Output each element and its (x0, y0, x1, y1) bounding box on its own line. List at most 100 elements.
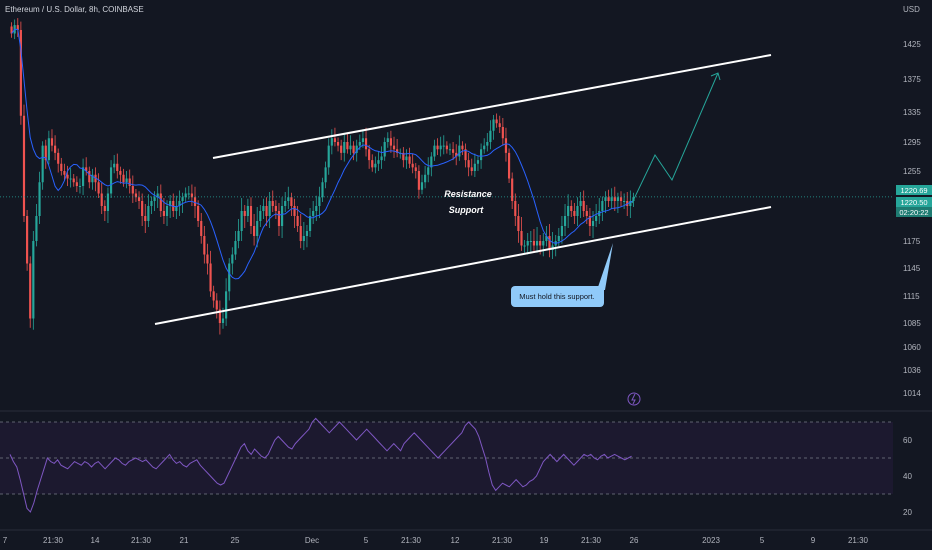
candle-body (181, 197, 184, 201)
candle-body (601, 201, 604, 211)
candle-body (302, 236, 305, 241)
candle-body (106, 193, 110, 211)
price-tag-top (896, 185, 932, 195)
candle-body (479, 149, 483, 161)
candle-body (420, 182, 424, 190)
candle-body (349, 145, 352, 150)
candle-body (532, 241, 536, 246)
candle-body (495, 119, 498, 124)
candle-body (137, 197, 141, 201)
time-tick-label: 26 (630, 536, 639, 545)
price-tag-current (896, 197, 932, 207)
candle-body (439, 145, 442, 150)
candle-body (374, 163, 377, 168)
candle-body (576, 206, 579, 216)
candle-body (492, 119, 495, 131)
candle-body (85, 167, 88, 171)
candle-body (402, 152, 405, 161)
candle-body (10, 26, 13, 34)
symbol-title: Ethereum / U.S. Dollar, 8h, COINBASE (5, 5, 144, 14)
support-trendline[interactable] (154, 206, 772, 325)
time-tick-label: 5 (760, 536, 765, 545)
time-tick-label: 21:30 (848, 536, 869, 545)
lightning-icon[interactable] (627, 392, 641, 406)
candle-body (585, 211, 588, 216)
candle-body (72, 178, 75, 183)
time-tick-label: 21 (180, 536, 189, 545)
candle-body (190, 193, 193, 198)
time-tick-label: 2023 (702, 536, 720, 545)
candle-body (134, 193, 138, 198)
candle-body (26, 216, 29, 264)
candle-body (371, 160, 374, 168)
candle-body (215, 300, 218, 310)
candle-body (411, 163, 414, 168)
candle-body (128, 178, 131, 186)
candle-body (44, 145, 47, 161)
candle-body (203, 236, 206, 255)
candle-body (436, 145, 439, 150)
candle-body (340, 145, 343, 153)
candle-body (377, 160, 380, 164)
candle-body (66, 174, 69, 179)
candle-body (389, 138, 392, 146)
candle-body (613, 197, 616, 201)
support-callout[interactable]: Must hold this support. (511, 243, 613, 307)
projection-path[interactable] (631, 72, 719, 204)
candle-body (75, 182, 78, 186)
price-tick-label: 1036 (903, 366, 921, 375)
candle-body (162, 211, 166, 216)
candle-body (259, 211, 262, 221)
candle-body (604, 197, 607, 201)
candle-body (327, 145, 330, 168)
candle-body (427, 167, 430, 175)
candle-body (91, 174, 94, 183)
candle-body (150, 201, 153, 206)
rsi-axis[interactable]: 60 40 20 (903, 436, 912, 517)
candle-body (113, 163, 116, 168)
candle-body (573, 211, 576, 216)
candle-body (169, 201, 172, 206)
candle-body (256, 221, 259, 236)
candle-body (595, 216, 598, 221)
moving-average-line (11, 28, 634, 280)
candle-body (529, 241, 532, 242)
candle-body (548, 236, 551, 250)
price-axis[interactable]: 1425137513351295125512151175114511151085… (903, 40, 921, 398)
candle-body (308, 216, 312, 231)
candle-body (511, 178, 514, 201)
candle-body (579, 201, 582, 206)
candle-body (364, 138, 368, 150)
candle-body (489, 130, 492, 142)
price-tick-label: 1425 (903, 40, 921, 49)
candle-body (467, 160, 470, 168)
candle-body (221, 318, 225, 323)
candle-body (116, 163, 119, 171)
candle-body (165, 206, 169, 216)
candle-body (109, 167, 113, 194)
candle-body (318, 197, 321, 206)
price-tick-label: 1335 (903, 108, 921, 117)
candle-body (299, 226, 302, 241)
callout-text: Must hold this support. (519, 292, 594, 301)
resistance-trendline[interactable] (212, 54, 772, 159)
price-tick-label: 1145 (903, 264, 921, 273)
candle-body (41, 145, 44, 183)
candle-body (557, 236, 560, 241)
time-axis[interactable]: 7 21:30 14 21:30 21 25 Dec 5 21:30 12 21:30 19 21:30… (3, 536, 869, 545)
candle-body (442, 145, 445, 147)
candle-body (234, 241, 237, 255)
candle-body (588, 216, 592, 226)
candle-body (305, 231, 309, 236)
candle-body (274, 206, 277, 211)
time-tick-label: 25 (231, 536, 240, 545)
candle-body (197, 206, 200, 221)
time-tick-label: 9 (811, 536, 816, 545)
candle-body (200, 221, 203, 236)
candle-body (405, 156, 408, 161)
candle-body (240, 211, 243, 231)
candle-body (78, 186, 82, 187)
projection-arrowhead (710, 72, 721, 81)
time-tick-label: 19 (540, 536, 549, 545)
